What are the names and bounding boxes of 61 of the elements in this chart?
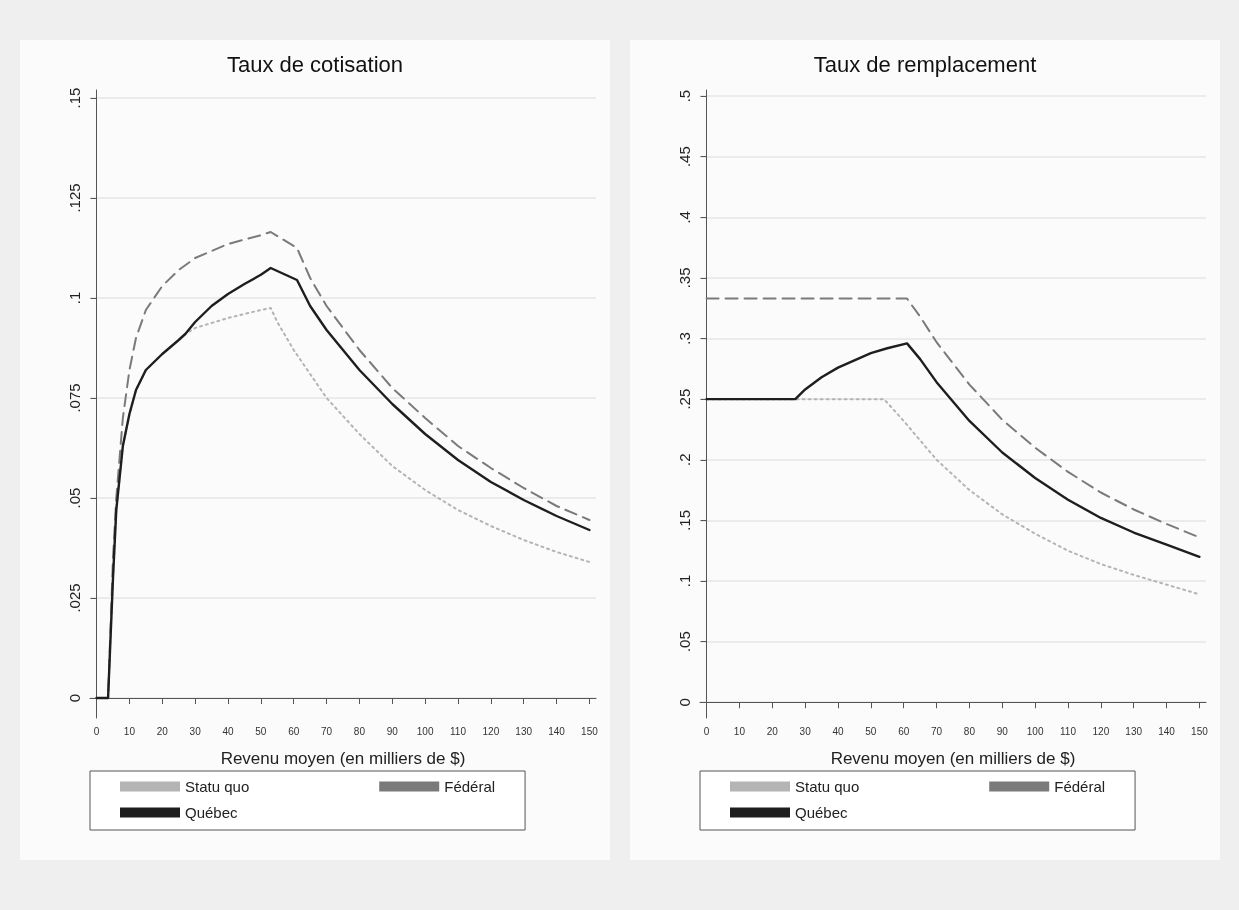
y-tick-label: .25 (676, 388, 693, 410)
x-tick-label: 60 (898, 725, 910, 737)
x-tick-label: 140 (1158, 725, 1176, 737)
legend-label: Statu quo (795, 778, 860, 795)
y-tick-label: .15 (676, 509, 693, 531)
x-tick-label: 40 (832, 725, 844, 737)
y-tick-label: .2 (676, 453, 693, 467)
chart-title: Taux de cotisation (226, 51, 404, 77)
x-tick-label: 20 (766, 725, 779, 737)
y-tick-label: .4 (676, 211, 693, 224)
x-tick-label: 30 (799, 725, 812, 737)
x-tick-label: 100 (416, 725, 434, 737)
x-tick-label: 90 (996, 725, 1009, 737)
legend-label: Statu quo (185, 778, 250, 795)
x-tick-label: 80 (963, 725, 976, 737)
x-tick-label: 140 (548, 725, 566, 737)
y-tick-label: 0 (676, 698, 693, 707)
y-tick-label: .3 (676, 332, 693, 345)
y-tick-label: .025 (66, 583, 83, 613)
legend-label: Fédéral (444, 778, 496, 795)
x-tick-label: 150 (581, 725, 599, 737)
legend-label: Québec (185, 804, 239, 821)
x-tick-label: 40 (222, 725, 234, 737)
x-axis-title: Revenu moyen (en milliers de $) (830, 749, 1076, 768)
x-tick-label: 150 (1191, 725, 1209, 737)
x-tick-label: 10 (123, 725, 136, 737)
x-tick-label: 50 (865, 725, 877, 737)
legend-label: Fédéral (1054, 778, 1106, 795)
x-tick-label: 120 (482, 725, 500, 737)
y-tick-label: .05 (676, 631, 693, 653)
x-axis-title: Revenu moyen (en milliers de $) (220, 749, 466, 768)
y-tick-label: .075 (66, 383, 83, 413)
x-tick-label: 100 (1026, 725, 1044, 737)
x-tick-label: 110 (450, 725, 467, 737)
legend-label: Québec (795, 804, 849, 821)
x-tick-label: 130 (515, 725, 533, 737)
chart-title: Taux de remplacement (813, 51, 1037, 77)
y-tick-label: .5 (676, 89, 693, 103)
x-tick-label: 90 (386, 725, 399, 737)
y-tick-label: .05 (66, 487, 83, 509)
x-tick-label: 0 (703, 725, 710, 737)
y-tick-label: .1 (676, 574, 693, 588)
y-tick-label: 0 (66, 693, 83, 703)
x-tick-label: 50 (255, 725, 267, 737)
x-tick-label: 10 (733, 725, 746, 737)
y-tick-label: .1 (66, 291, 83, 305)
y-tick-label: .45 (676, 146, 693, 168)
y-tick-label: .35 (676, 267, 693, 289)
x-tick-label: 20 (156, 725, 169, 737)
y-tick-label: .125 (66, 183, 83, 213)
x-tick-label: 70 (931, 725, 943, 737)
x-tick-label: 70 (321, 725, 333, 737)
line-series (705, 342, 1201, 558)
x-tick-label: 80 (353, 725, 366, 737)
x-tick-label: 120 (1092, 725, 1110, 737)
x-tick-label: 110 (1060, 725, 1077, 737)
x-tick-label: 0 (93, 725, 100, 737)
y-tick-label: .15 (66, 87, 83, 109)
x-tick-label: 60 (288, 725, 300, 737)
x-tick-label: 130 (1125, 725, 1143, 737)
x-tick-label: 30 (189, 725, 202, 737)
